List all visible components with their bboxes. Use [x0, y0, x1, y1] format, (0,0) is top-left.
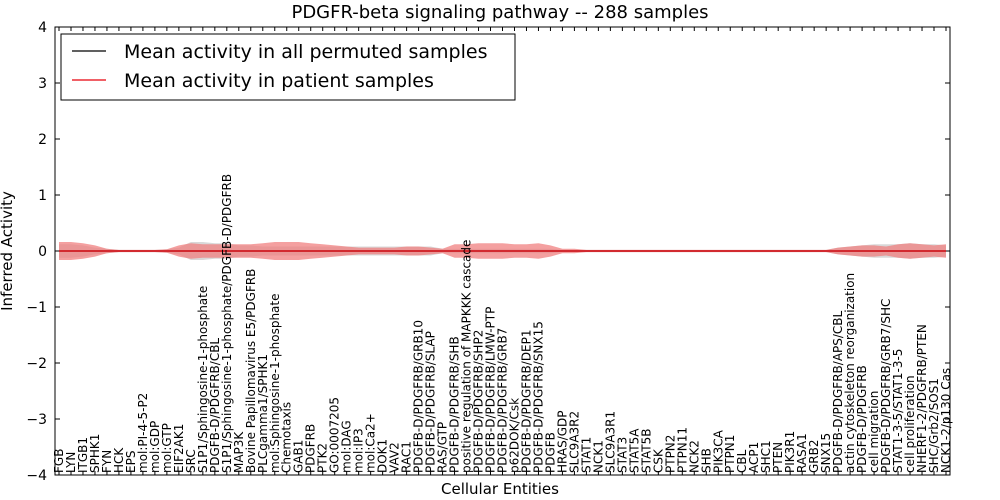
entity-label: mol:PI-4-5-P2 — [136, 393, 150, 473]
entity-label: cell proliferation — [903, 375, 917, 473]
entity-label: PTEN — [771, 442, 785, 473]
entity-label: NCK1-2/p130 Cas — [939, 368, 953, 473]
entity-label: NHERF1-2/PDGFRB/PTEN — [915, 324, 929, 473]
entity-label: positive regulation of MAPKKK cascade — [460, 240, 474, 473]
entity-label: VAV2 — [388, 442, 402, 473]
entity-label: CBL — [735, 449, 749, 473]
entity-label: GAB1 — [292, 440, 306, 473]
chart-title: PDGFR-beta signaling pathway -- 288 samp… — [291, 2, 708, 23]
entity-label: PTPN1 — [723, 435, 737, 473]
entity-label: EPS — [124, 451, 138, 473]
entity-label: MAP3K — [232, 431, 246, 473]
entity-label: LYN — [64, 452, 78, 473]
y-tick-label: −3 — [26, 412, 47, 428]
entity-label: NCK1 — [591, 440, 605, 473]
legend-box — [60, 33, 516, 101]
y-tick-label: 2 — [38, 132, 47, 148]
y-axis: 4 3 2 1 0 −1 −2 −3 −4 — [26, 20, 950, 484]
entity-label: GO:0007205 — [328, 397, 342, 473]
entity-label: CSK — [651, 448, 665, 473]
entity-label: RAC1 — [400, 441, 414, 473]
y-tick-label: −2 — [26, 356, 47, 372]
entity-label: SRC — [184, 449, 198, 473]
entity-label: Bovine Papillomavirus E5/PDGFRB — [244, 269, 258, 473]
entity-label: PDGFB-D/PDGFRB/APS/CBL — [831, 310, 845, 473]
y-tick-label: 3 — [38, 76, 47, 92]
entity-label: STAT1-3-5/STAT1-3-5 — [891, 349, 905, 473]
entity-label: PIK3CA — [711, 429, 725, 473]
entity-label: mol:Ca2+ — [364, 413, 378, 473]
entity-label: PDGFB-D/PDGFRB/SLAP — [424, 331, 438, 473]
entity-label: actin cytoskeleton reorganization — [843, 273, 857, 473]
entity-label: EIF2AK1 — [172, 424, 186, 473]
entity-label: STAT1 — [579, 437, 593, 473]
entity-label: mol:IP3 — [352, 428, 366, 473]
entity-label: SHC/Grb2/SOS1 — [927, 378, 941, 473]
entity-labels: FGBLYNITGB1SPHK1FYNHCKEPSmol:PI-4-5-P2mo… — [52, 174, 953, 473]
entity-label: DOK1 — [376, 439, 390, 473]
entity-label: SLC9A3R1 — [603, 411, 617, 473]
entity-label: SHB — [699, 448, 713, 473]
entity-label: STAT5A — [627, 428, 641, 473]
x-axis-title: Cellular Entities — [441, 480, 559, 498]
legend: Mean activity in all permuted samples Me… — [60, 33, 516, 101]
entity-label: SPHK1 — [88, 434, 102, 473]
entity-label: FGB — [52, 449, 66, 473]
entity-label: FYN — [100, 450, 114, 473]
entity-label: RAS/GTP — [436, 422, 450, 473]
entity-label: PDGFRB — [304, 424, 318, 473]
entity-label: GRB2 — [807, 439, 821, 473]
entity-label: PDGFB-D/PDGFRB — [855, 365, 869, 473]
entity-label: SLC9A3R2 — [567, 411, 581, 473]
entity-label: NCK2 — [687, 440, 701, 473]
legend-label-patient: Mean activity in patient samples — [124, 70, 434, 92]
entity-label: S1P1/Sphingosine-1-phosphate/PDGFB-D/PDG… — [220, 174, 234, 473]
entity-label: RASA1 — [795, 433, 809, 473]
entity-label: PDGFB-D/PDGFRB/LMW-PTP — [484, 307, 498, 473]
entity-label: HRAS/GDP — [555, 410, 569, 473]
entity-label: PTPN2 — [663, 435, 677, 473]
x-axis-ticks — [58, 27, 947, 475]
entity-label: PDGFB — [543, 432, 557, 473]
entity-label: SNX15 — [819, 433, 833, 473]
y-axis-title: Inferred Activity — [0, 191, 16, 311]
entity-label: SHC1 — [759, 440, 773, 473]
entity-label: STAT3 — [615, 437, 629, 473]
y-tick-label: −1 — [26, 300, 47, 316]
entity-label: PDGFB-D/PDGFRB/SHB — [448, 336, 462, 473]
entity-label: PDGFB-D/PDGFRB/GRB10 — [412, 320, 426, 473]
entity-label: PTK2 — [316, 443, 330, 473]
y-tick-label: 0 — [38, 244, 47, 260]
entity-label: STAT5B — [639, 429, 653, 474]
entity-label: PDGFB-D/PDGFRB/SNX15 — [532, 321, 546, 473]
entity-label: PDGFB-D/PDGFRB/SHP2 — [472, 330, 486, 473]
entity-label: PDGFB-D/PDGFRB/CBL — [208, 338, 222, 473]
entity-label: S1P1/Sphingosine-1-phosphate — [196, 286, 210, 473]
entity-label: ACP1 — [747, 442, 761, 473]
entity-label: PDGFB-D/PDGFRB/DEP1 — [520, 329, 534, 473]
entity-label: mol:Sphingosine-1-phosphate — [268, 294, 282, 474]
entity-label: p62DOK/Csk — [508, 398, 522, 473]
entity-label: PDGFB-D/PDGFRB/GRB7 — [496, 328, 510, 473]
entity-label: cell migration — [867, 391, 881, 473]
entity-label: mol:GDP — [148, 421, 162, 473]
y-tick-label: 1 — [38, 188, 47, 204]
entity-label: ITGB1 — [76, 437, 90, 473]
entity-label: PIK3R1 — [783, 431, 797, 473]
y-tick-label: 4 — [38, 20, 47, 36]
entity-label: PDGFB-D/PDGFRB/GRB7/SHC — [879, 299, 893, 473]
legend-label-permuted: Mean activity in all permuted samples — [124, 41, 487, 63]
entity-label: PLCgamma1/SPHK1 — [256, 354, 270, 473]
entity-label: HCK — [112, 447, 126, 473]
y-tick-label: −4 — [26, 468, 47, 484]
entity-label: mol:DAG — [340, 420, 354, 473]
entity-label: mol:GTP — [160, 423, 174, 473]
entity-label: PTPN11 — [675, 427, 689, 473]
entity-label: Chemotaxis — [280, 402, 294, 473]
